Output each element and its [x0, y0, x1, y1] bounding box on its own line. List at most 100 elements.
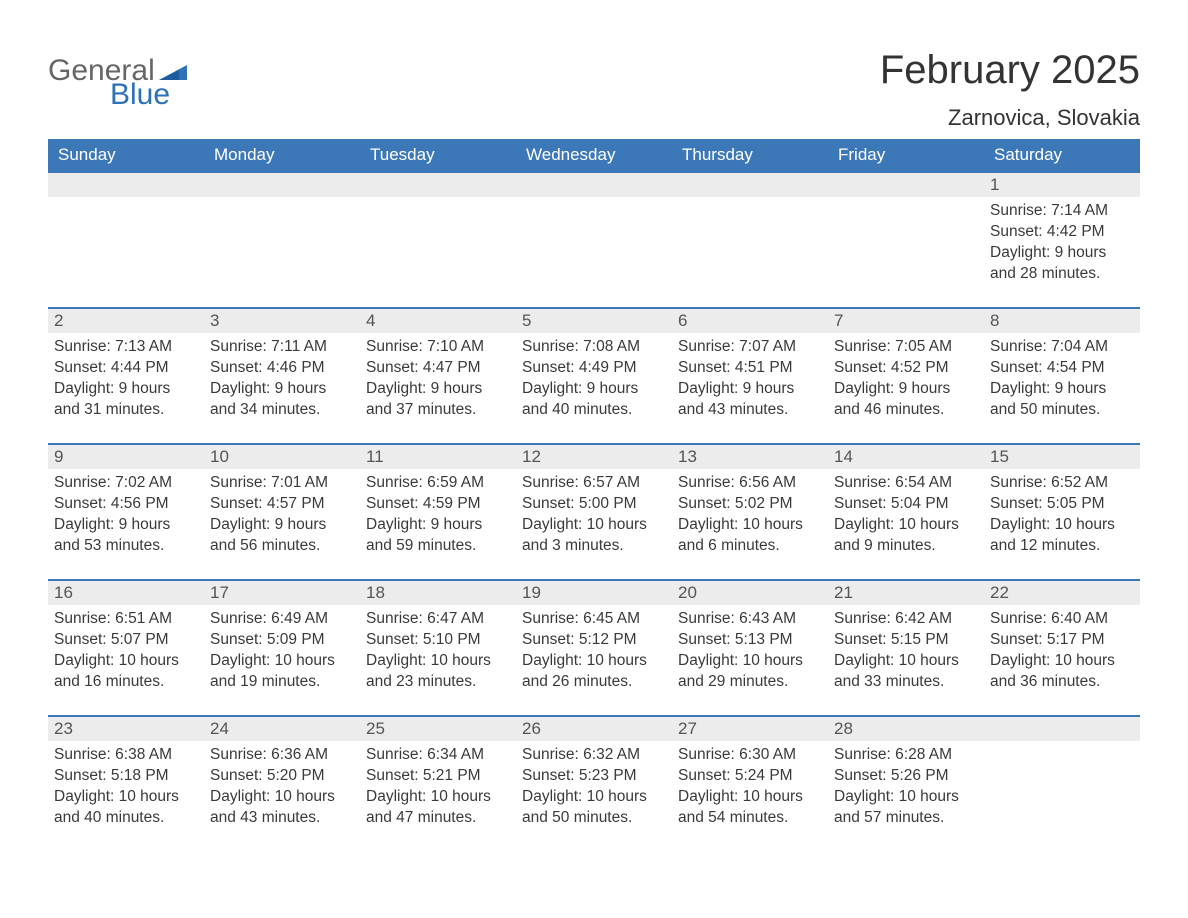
daylight-text-2: and 12 minutes. — [990, 536, 1134, 557]
daylight-text-2: and 57 minutes. — [834, 808, 978, 829]
week-row: 2345678Sunrise: 7:13 AMSunset: 4:44 PMDa… — [48, 307, 1140, 423]
sunrise-text: Sunrise: 6:38 AM — [54, 745, 198, 766]
daylight-text-1: Daylight: 10 hours — [522, 651, 666, 672]
weekday-header-cell: Friday — [828, 139, 984, 171]
daylight-text-2: and 34 minutes. — [210, 400, 354, 421]
daylight-text-2: and 23 minutes. — [366, 672, 510, 693]
day-body-row: Sunrise: 6:38 AMSunset: 5:18 PMDaylight:… — [48, 741, 1140, 831]
daylight-text-2: and 56 minutes. — [210, 536, 354, 557]
daylight-text-2: and 40 minutes. — [522, 400, 666, 421]
day-body-cell: Sunrise: 7:11 AMSunset: 4:46 PMDaylight:… — [204, 333, 360, 423]
daylight-text-2: and 43 minutes. — [678, 400, 822, 421]
daylight-text-1: Daylight: 10 hours — [210, 651, 354, 672]
day-number-row: 2345678 — [48, 307, 1140, 333]
day-body-cell: Sunrise: 6:38 AMSunset: 5:18 PMDaylight:… — [48, 741, 204, 831]
header: General Blue February 2025 Zarnovica, Sl… — [48, 48, 1140, 131]
daylight-text-1: Daylight: 10 hours — [834, 515, 978, 536]
sunset-text: Sunset: 5:24 PM — [678, 766, 822, 787]
day-number-cell: 24 — [204, 717, 360, 741]
day-number-cell: 26 — [516, 717, 672, 741]
day-number-cell: 17 — [204, 581, 360, 605]
sunrise-text: Sunrise: 6:54 AM — [834, 473, 978, 494]
day-body-cell: Sunrise: 6:30 AMSunset: 5:24 PMDaylight:… — [672, 741, 828, 831]
day-body-cell: Sunrise: 6:32 AMSunset: 5:23 PMDaylight:… — [516, 741, 672, 831]
daylight-text-2: and 53 minutes. — [54, 536, 198, 557]
daylight-text-1: Daylight: 10 hours — [678, 787, 822, 808]
daylight-text-1: Daylight: 10 hours — [990, 515, 1134, 536]
day-number-cell: 21 — [828, 581, 984, 605]
sunrise-text: Sunrise: 7:14 AM — [990, 201, 1134, 222]
daylight-text-2: and 16 minutes. — [54, 672, 198, 693]
sunset-text: Sunset: 4:57 PM — [210, 494, 354, 515]
daylight-text-2: and 54 minutes. — [678, 808, 822, 829]
daylight-text-1: Daylight: 10 hours — [522, 787, 666, 808]
daylight-text-1: Daylight: 9 hours — [522, 379, 666, 400]
day-body-cell: Sunrise: 7:05 AMSunset: 4:52 PMDaylight:… — [828, 333, 984, 423]
week-row: 9101112131415Sunrise: 7:02 AMSunset: 4:5… — [48, 443, 1140, 559]
sunrise-text: Sunrise: 6:40 AM — [990, 609, 1134, 630]
daylight-text-1: Daylight: 10 hours — [366, 787, 510, 808]
sunrise-text: Sunrise: 6:51 AM — [54, 609, 198, 630]
sunrise-text: Sunrise: 6:47 AM — [366, 609, 510, 630]
sunrise-text: Sunrise: 6:34 AM — [366, 745, 510, 766]
day-body-cell: Sunrise: 6:45 AMSunset: 5:12 PMDaylight:… — [516, 605, 672, 695]
daylight-text-1: Daylight: 9 hours — [366, 515, 510, 536]
daylight-text-2: and 46 minutes. — [834, 400, 978, 421]
daylight-text-2: and 36 minutes. — [990, 672, 1134, 693]
day-number-cell — [48, 173, 204, 197]
weekday-header-cell: Sunday — [48, 139, 204, 171]
sunrise-text: Sunrise: 6:36 AM — [210, 745, 354, 766]
day-number-row: 16171819202122 — [48, 579, 1140, 605]
daylight-text-1: Daylight: 10 hours — [678, 515, 822, 536]
daylight-text-1: Daylight: 10 hours — [366, 651, 510, 672]
sunset-text: Sunset: 4:51 PM — [678, 358, 822, 379]
day-body-cell: Sunrise: 6:28 AMSunset: 5:26 PMDaylight:… — [828, 741, 984, 831]
day-number-cell — [984, 717, 1140, 741]
day-number-cell: 11 — [360, 445, 516, 469]
day-body-cell — [516, 197, 672, 287]
day-number-cell: 6 — [672, 309, 828, 333]
day-body-cell: Sunrise: 7:04 AMSunset: 4:54 PMDaylight:… — [984, 333, 1140, 423]
weekday-header-cell: Thursday — [672, 139, 828, 171]
sunrise-text: Sunrise: 7:13 AM — [54, 337, 198, 358]
daylight-text-2: and 28 minutes. — [990, 264, 1134, 285]
daylight-text-2: and 50 minutes. — [522, 808, 666, 829]
sunset-text: Sunset: 4:54 PM — [990, 358, 1134, 379]
daylight-text-1: Daylight: 9 hours — [54, 515, 198, 536]
daylight-text-1: Daylight: 9 hours — [210, 515, 354, 536]
day-body-cell: Sunrise: 6:34 AMSunset: 5:21 PMDaylight:… — [360, 741, 516, 831]
sunset-text: Sunset: 5:09 PM — [210, 630, 354, 651]
sunset-text: Sunset: 4:46 PM — [210, 358, 354, 379]
day-body-row: Sunrise: 7:14 AMSunset: 4:42 PMDaylight:… — [48, 197, 1140, 287]
day-body-cell — [360, 197, 516, 287]
sunset-text: Sunset: 5:05 PM — [990, 494, 1134, 515]
day-number-cell — [204, 173, 360, 197]
location-label: Zarnovica, Slovakia — [880, 105, 1140, 131]
day-number-cell: 13 — [672, 445, 828, 469]
daylight-text-2: and 3 minutes. — [522, 536, 666, 557]
day-body-cell: Sunrise: 7:10 AMSunset: 4:47 PMDaylight:… — [360, 333, 516, 423]
sunrise-text: Sunrise: 6:52 AM — [990, 473, 1134, 494]
day-number-cell: 25 — [360, 717, 516, 741]
weekday-header-row: SundayMondayTuesdayWednesdayThursdayFrid… — [48, 139, 1140, 171]
sunset-text: Sunset: 5:23 PM — [522, 766, 666, 787]
calendar: SundayMondayTuesdayWednesdayThursdayFrid… — [48, 139, 1140, 831]
daylight-text-2: and 47 minutes. — [366, 808, 510, 829]
sunset-text: Sunset: 5:07 PM — [54, 630, 198, 651]
weekday-header-cell: Tuesday — [360, 139, 516, 171]
day-number-cell: 7 — [828, 309, 984, 333]
weekday-header-cell: Saturday — [984, 139, 1140, 171]
sunset-text: Sunset: 4:42 PM — [990, 222, 1134, 243]
sunset-text: Sunset: 5:12 PM — [522, 630, 666, 651]
day-number-cell — [672, 173, 828, 197]
daylight-text-1: Daylight: 9 hours — [834, 379, 978, 400]
daylight-text-2: and 33 minutes. — [834, 672, 978, 693]
daylight-text-1: Daylight: 9 hours — [54, 379, 198, 400]
weekday-header-cell: Wednesday — [516, 139, 672, 171]
day-number-cell — [516, 173, 672, 197]
day-number-cell: 9 — [48, 445, 204, 469]
logo: General Blue — [48, 48, 187, 110]
day-body-row: Sunrise: 7:02 AMSunset: 4:56 PMDaylight:… — [48, 469, 1140, 559]
sunset-text: Sunset: 5:26 PM — [834, 766, 978, 787]
sunset-text: Sunset: 5:21 PM — [366, 766, 510, 787]
